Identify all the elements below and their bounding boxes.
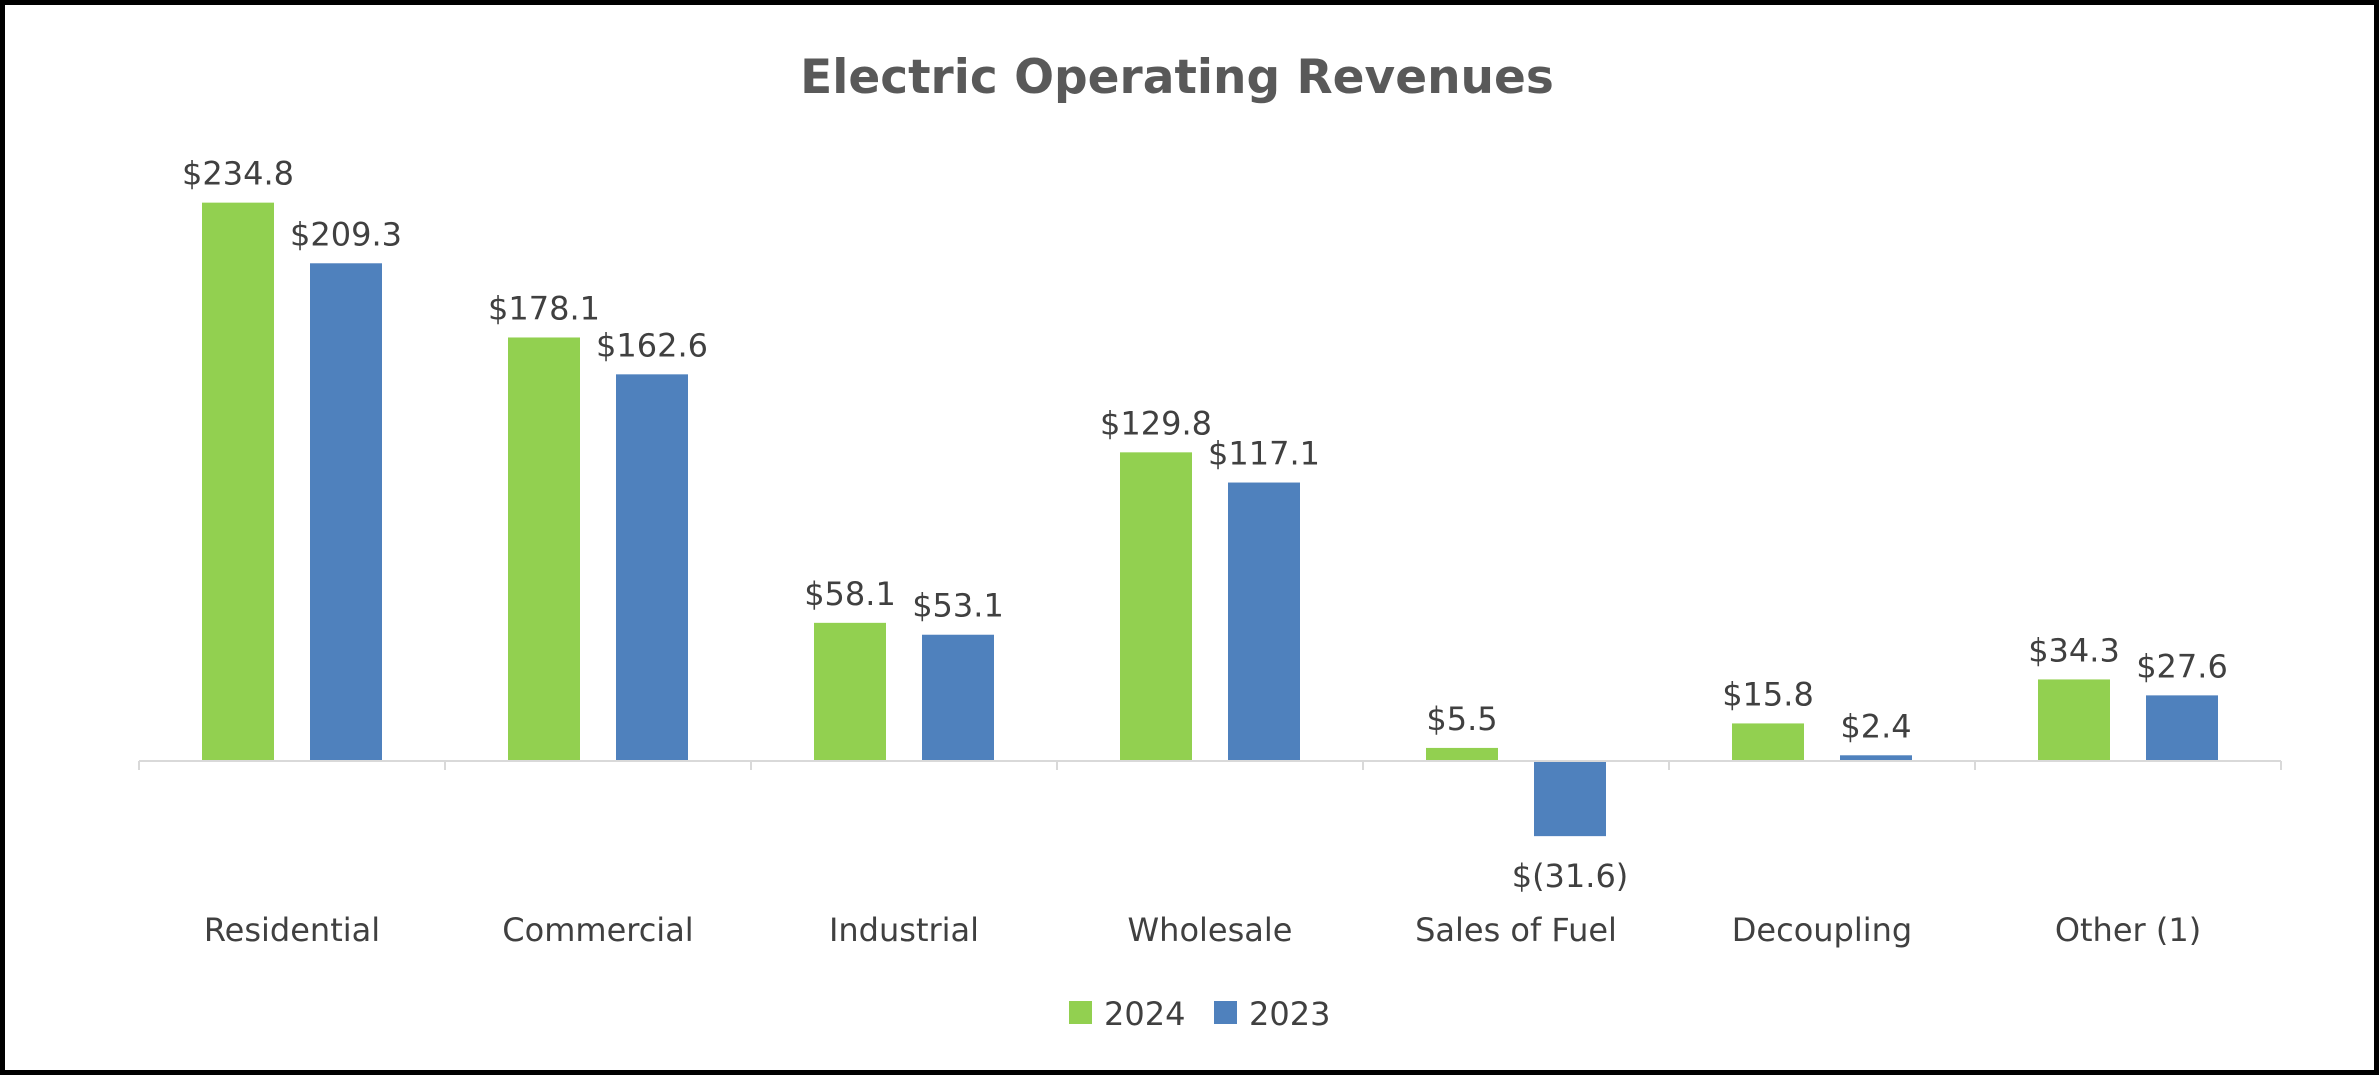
chart-title: Electric Operating Revenues — [800, 50, 1554, 105]
category-label: Wholesale — [1128, 911, 1293, 949]
data-label: $2.4 — [1840, 707, 1911, 745]
legend-swatch-2023 — [1214, 1001, 1237, 1024]
plot-area: $234.8 $209.3 Residential $178.1$162.6 Comme… — [138, 155, 2282, 949]
data-label: $178.1 — [488, 289, 600, 327]
category-label: Residential — [204, 911, 380, 949]
bar-2024-commercial — [508, 337, 580, 761]
bar-2023-other-1- — [2146, 695, 2218, 761]
bar-2024-decoupling — [1732, 723, 1804, 761]
data-label: $209.3 — [290, 215, 402, 253]
data-label: $117.1 — [1208, 435, 1320, 473]
bar-chart: Electric Operating Revenues $234.8 $209.3… — [138, 50, 2282, 1033]
data-label: $162.6 — [596, 326, 708, 364]
bar-2023-wholesale — [1228, 482, 1300, 761]
category-label: Industrial — [829, 911, 979, 949]
data-label: $34.3 — [2028, 631, 2120, 669]
data-label: $58.1 — [804, 575, 896, 613]
category-label: Other (1) — [2055, 911, 2201, 949]
bar-2023-decoupling — [1840, 755, 1912, 761]
category-label: Commercial — [502, 911, 693, 949]
data-label: $15.8 — [1722, 675, 1814, 713]
data-label: $(31.6) — [1512, 857, 1629, 895]
legend-label-2023: 2023 — [1249, 995, 1330, 1033]
bar-2023-residential — [310, 263, 382, 761]
category-label: Sales of Fuel — [1415, 911, 1617, 949]
legend-label-2024: 2024 — [1104, 995, 1185, 1033]
legend-swatch-2024 — [1069, 1001, 1092, 1024]
bar-2023-commercial — [616, 374, 688, 761]
bar-2024-other-1- — [2038, 679, 2110, 761]
bar-2024-residential — [202, 202, 274, 761]
category-label: Decoupling — [1732, 911, 1912, 949]
bar-2024-sales-of-fuel — [1426, 747, 1498, 761]
bar-2024-industrial — [814, 622, 886, 761]
legend: 2024 2023 — [1069, 995, 1330, 1033]
data-label: $234.8 — [182, 155, 294, 193]
bar-2024-wholesale — [1120, 452, 1192, 761]
data-label: $53.1 — [912, 587, 1004, 625]
data-label: $27.6 — [2136, 647, 2228, 685]
data-label: $5.5 — [1426, 700, 1497, 738]
bar-2023-industrial — [922, 634, 994, 761]
data-label: $129.8 — [1100, 404, 1212, 442]
bar-2023-sales-of-fuel — [1534, 761, 1606, 837]
